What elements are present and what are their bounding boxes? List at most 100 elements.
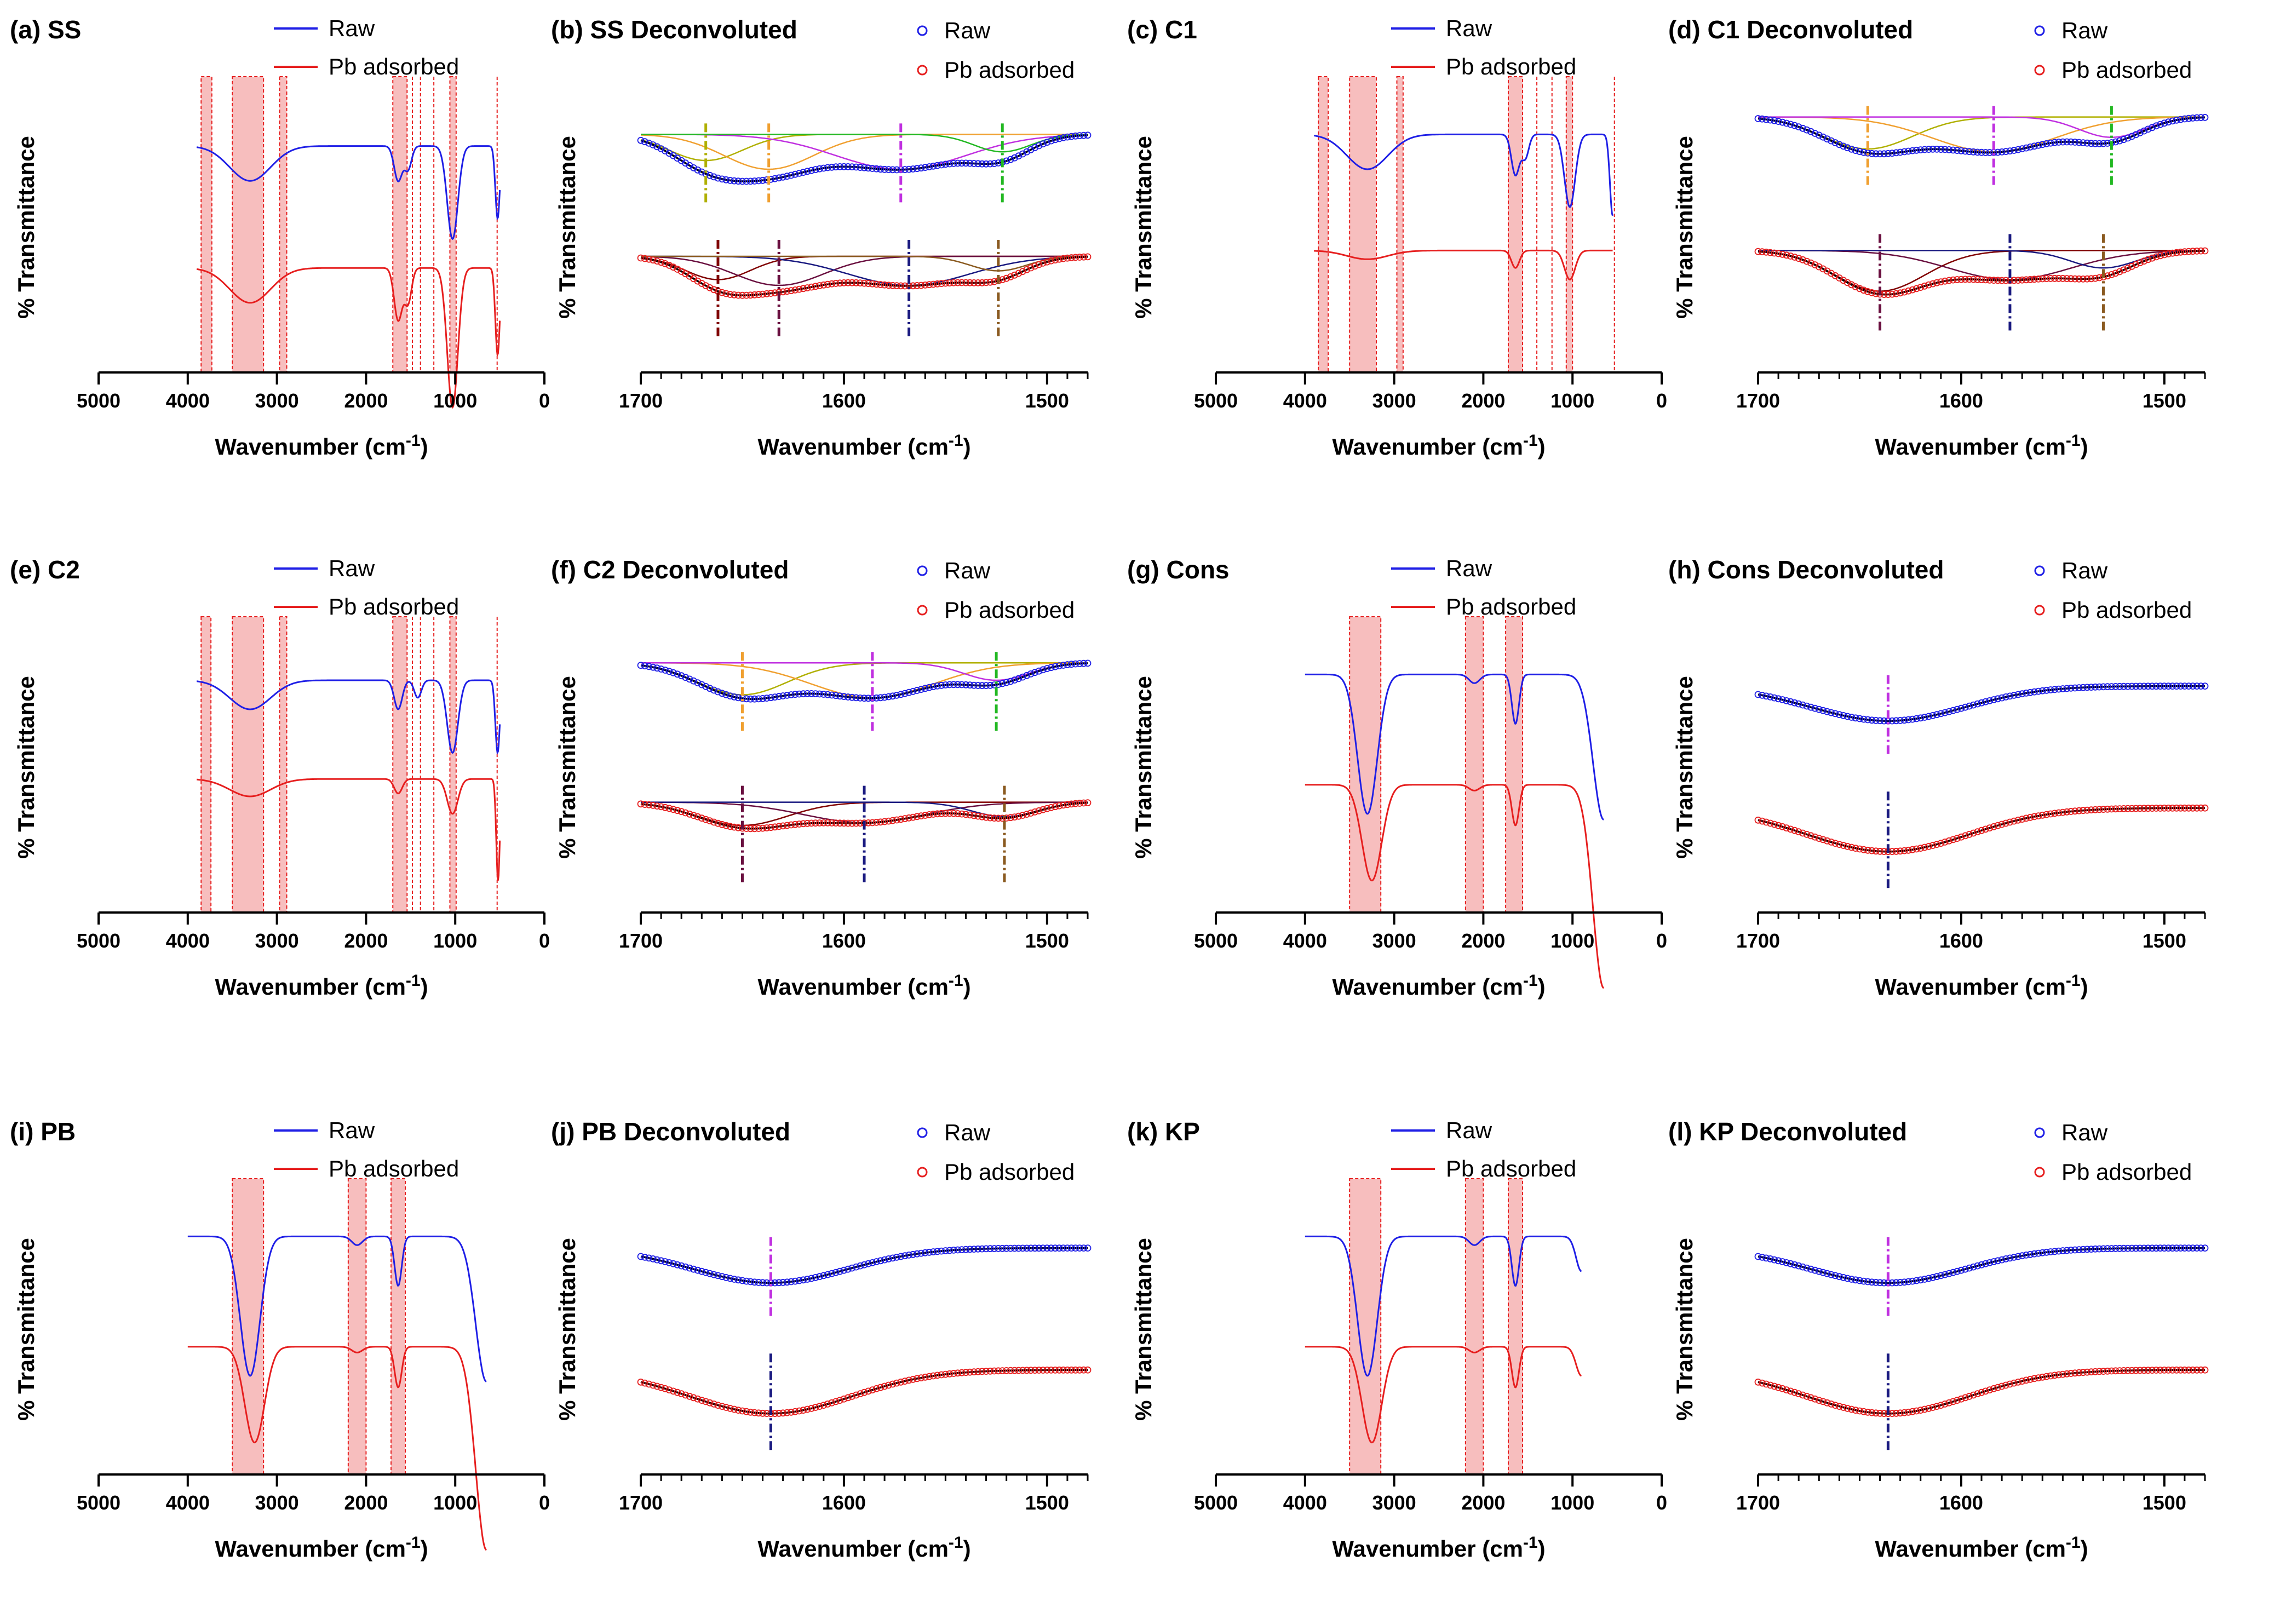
pb-data-point <box>1811 261 1819 268</box>
raw-data-point <box>1783 119 1790 127</box>
pb-data-point <box>1047 1366 1055 1374</box>
raw-data-point <box>795 1277 803 1284</box>
raw-data-point <box>2104 1245 2111 1253</box>
raw-data-point <box>1072 660 1079 668</box>
x-axis-label-end: ) <box>963 434 971 460</box>
pb-data-point <box>1929 280 1937 288</box>
raw-data-point <box>1856 715 1863 722</box>
raw-data-point <box>1994 1257 2002 1265</box>
pb-data-point <box>1864 288 1871 295</box>
raw-data-point <box>1011 154 1018 162</box>
raw-data-point <box>1795 1262 1802 1270</box>
pb-data-point <box>1966 276 1973 283</box>
raw-data-point <box>763 1279 771 1287</box>
raw-data-point <box>2002 148 2009 156</box>
pb-data-point <box>2067 275 2075 283</box>
pb-data-point <box>869 819 876 827</box>
pb-data-point <box>788 1408 795 1416</box>
pb-data-point <box>2181 1366 2189 1374</box>
x-tick-label: 0 <box>539 1491 550 1514</box>
raw-data-point <box>1905 147 1912 155</box>
highlight-band <box>1349 76 1377 373</box>
raw-data-point <box>788 691 795 698</box>
raw-data-point <box>803 168 811 175</box>
pb-data-point <box>2112 805 2120 813</box>
pb-data-point <box>897 816 905 823</box>
pb-data-point <box>954 810 961 817</box>
pb-data-point <box>718 1403 726 1410</box>
pb-data-point <box>1828 1401 1835 1408</box>
pb-data-point <box>1027 264 1035 272</box>
x-axis-label-sup: -1 <box>949 1534 963 1552</box>
pb-data-point <box>2161 1366 2168 1374</box>
raw-data-point <box>2051 139 2058 146</box>
raw-data-point <box>2071 684 2078 692</box>
raw-data-point <box>2047 1248 2054 1255</box>
raw-data-point <box>808 690 815 697</box>
raw-data-point <box>860 695 868 702</box>
raw-data-point <box>2197 114 2204 122</box>
pb-data-point <box>1047 804 1055 811</box>
pb-data-point <box>812 819 819 827</box>
raw-data-point <box>788 1278 795 1286</box>
raw-data-point <box>1835 1273 1843 1281</box>
pb-data-point <box>1003 274 1010 282</box>
raw-data-point <box>1913 715 1920 722</box>
pb-data-point <box>2112 269 2120 277</box>
x-tick-label: 1600 <box>1939 389 1983 412</box>
raw-data-point <box>917 164 925 172</box>
pb-data-point <box>674 266 681 273</box>
raw-data-point <box>1978 148 1985 156</box>
raw-data-point <box>2059 685 2066 692</box>
pb-data-point <box>1811 1395 1819 1403</box>
pb-data-point <box>815 819 823 827</box>
pb-data-point <box>2189 248 2197 255</box>
raw-data-point <box>2018 690 2026 698</box>
raw-data-point <box>1803 1264 1811 1272</box>
pb-data-point <box>1084 799 1092 807</box>
raw-data-point <box>840 693 848 701</box>
pb-data-point <box>2164 250 2172 257</box>
pb-data-point <box>832 819 840 827</box>
pb-data-point <box>2197 247 2204 255</box>
pb-adsorbed-spectrum-line <box>1305 1346 1582 1444</box>
pb-data-point <box>1913 1407 1920 1415</box>
x-tick-label: 1700 <box>619 929 663 952</box>
raw-data-point <box>2043 1248 2051 1256</box>
raw-data-point <box>2108 1245 2115 1253</box>
raw-data-point <box>2149 124 2156 131</box>
raw-data-point <box>2047 686 2054 693</box>
pb-data-point <box>1003 814 1010 822</box>
pb-data-point <box>962 279 969 286</box>
raw-data-point <box>755 1278 762 1286</box>
pb-data-point <box>1990 1385 1997 1392</box>
pb-data-point <box>820 819 828 827</box>
raw-data-point <box>1754 691 1762 698</box>
legend-raw-marker <box>917 1127 928 1138</box>
raw-data-point <box>962 159 969 167</box>
pb-data-point <box>690 1394 697 1402</box>
raw-data-point <box>783 1278 791 1286</box>
x-axis-label-end: ) <box>421 1536 428 1562</box>
x-tick-label: 1700 <box>619 1491 663 1514</box>
pb-data-point <box>978 1368 986 1375</box>
raw-data-point <box>1019 150 1026 158</box>
raw-data-point <box>702 682 710 690</box>
raw-data-point <box>2080 139 2087 147</box>
pb-data-point <box>978 279 986 286</box>
pb-data-point <box>2075 807 2083 814</box>
pb-data-point <box>942 279 949 287</box>
pb-data-point <box>1978 827 1985 834</box>
x-axis-label-main: Wavenumber (cm <box>1332 974 1523 1000</box>
pb-data-point <box>1884 291 1892 298</box>
raw-data-point <box>2164 682 2172 690</box>
x-tick-label: 5000 <box>77 929 120 952</box>
pb-data-point <box>921 812 929 819</box>
raw-data-point <box>877 1257 885 1265</box>
raw-data-point <box>1003 679 1010 686</box>
x-axis-label-sup: -1 <box>406 432 421 450</box>
pb-data-point <box>958 279 966 286</box>
pb-data-point <box>934 810 941 818</box>
pb-data-point <box>775 1409 783 1417</box>
pb-data-point <box>2083 275 2091 283</box>
